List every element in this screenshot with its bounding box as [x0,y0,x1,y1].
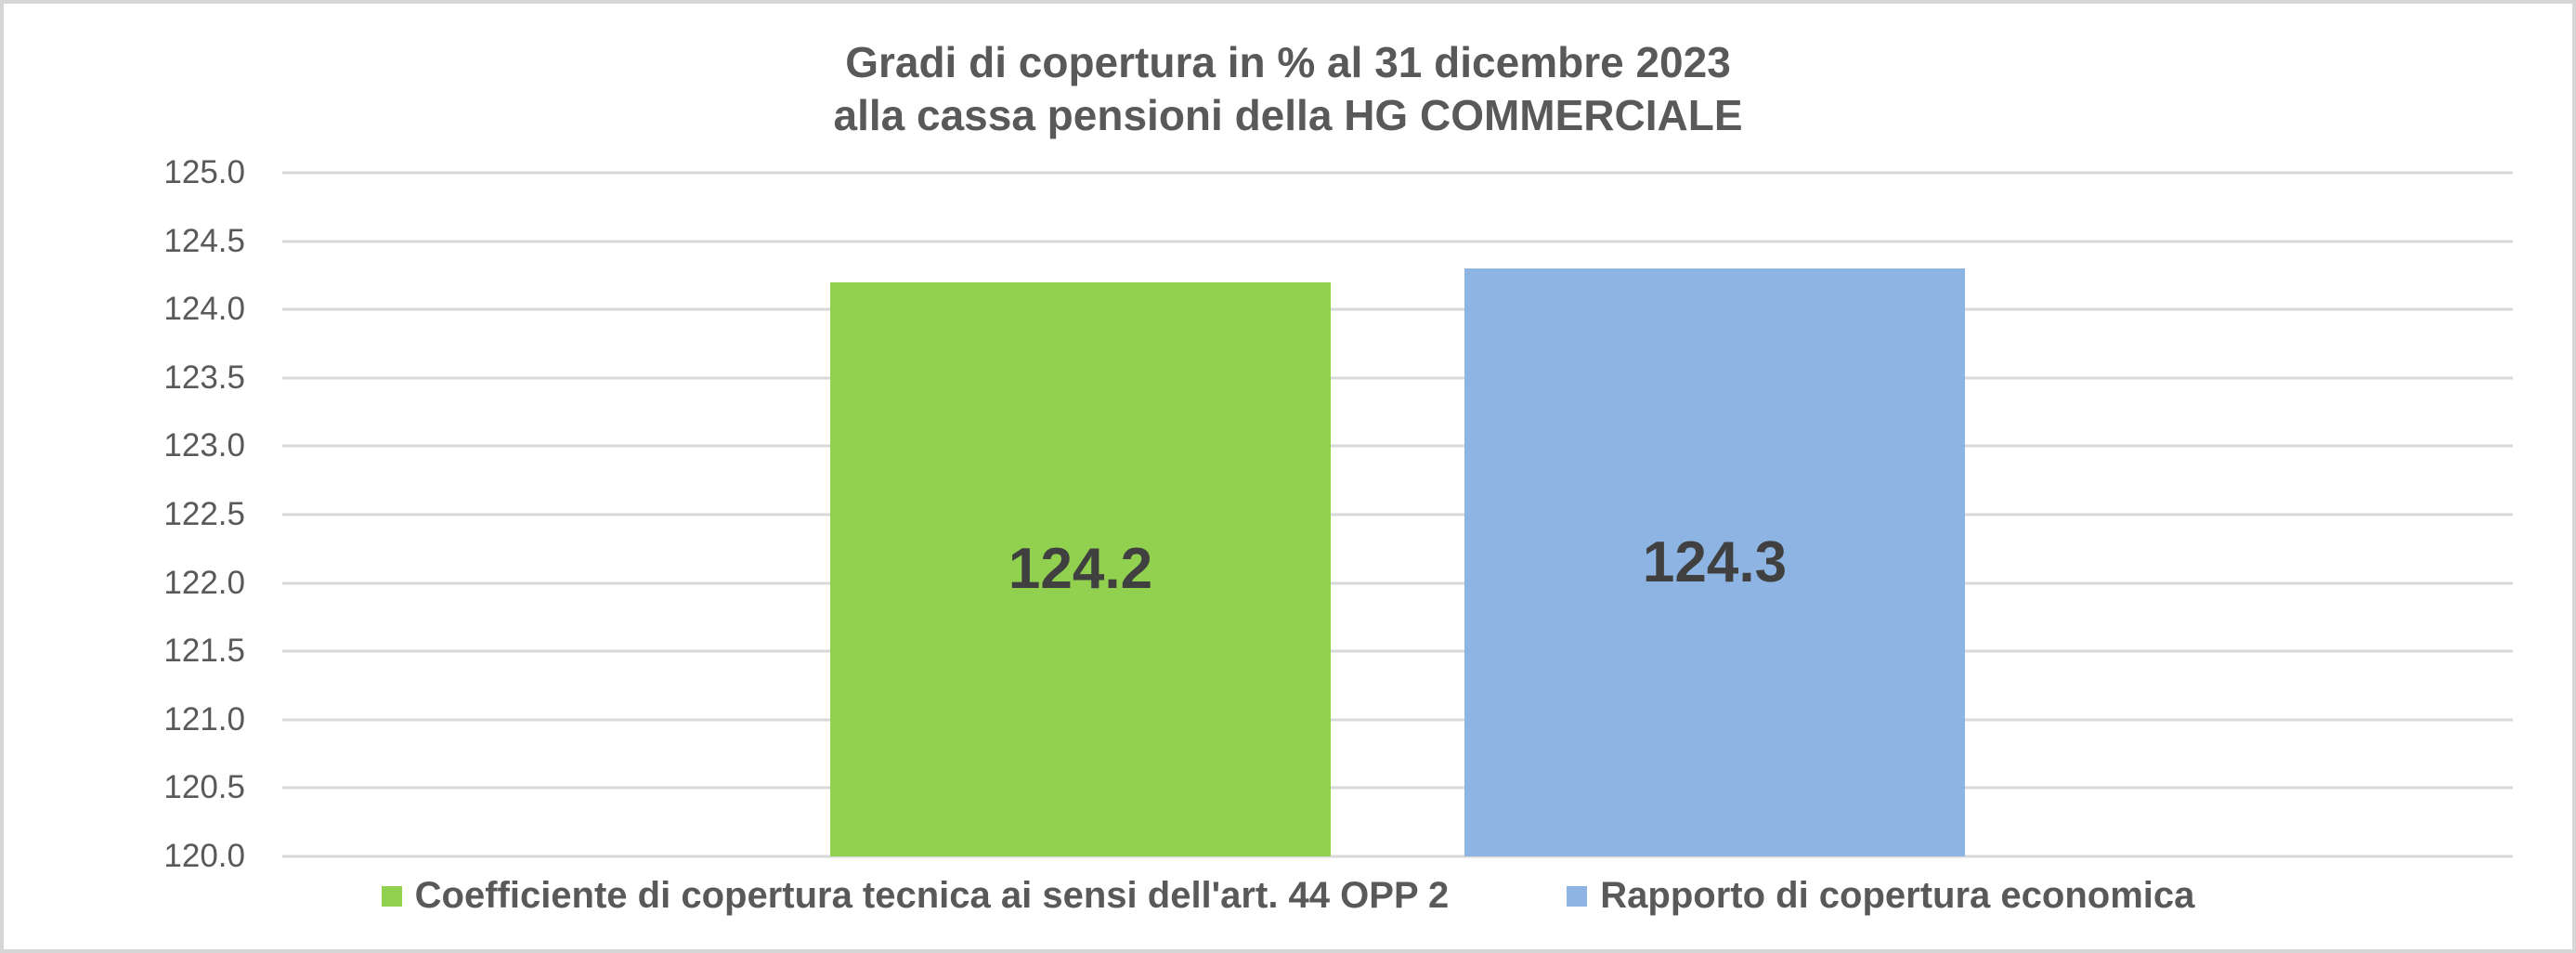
y-axis-label: 123.0 [163,427,245,464]
y-axis: 125.0 124.5 124.0 123.5 123.0 122.5 122.0 121.5… [4,154,245,874]
bar-value-label: 124.3 [1642,530,1788,595]
plot-area: 124.2 124.3 [282,171,2513,858]
gridline [282,376,2513,380]
y-axis-label: 122.5 [163,496,245,532]
gridline [282,786,2513,790]
gridline [282,307,2513,311]
legend-item-1: Rapporto di copertura economica [1567,875,2194,917]
y-axis-label: 120.0 [163,838,245,874]
gridline [282,171,2513,175]
y-axis-label: 123.5 [163,359,245,396]
legend: Coefficiente di copertura tecnica ai sen… [4,875,2572,917]
bar-value-label: 124.2 [1008,537,1153,602]
legend-label: Coefficiente di copertura tecnica ai sen… [414,875,1450,916]
gridline [282,513,2513,516]
y-axis-label: 121.5 [163,633,245,670]
bar-series-0: 124.2 [830,281,1331,856]
legend-label: Rapporto di copertura economica [1600,875,2195,916]
legend-swatch-icon [1567,885,1588,907]
gridline [282,649,2513,653]
gridline [282,855,2513,858]
y-axis-label: 125.0 [163,154,245,190]
y-axis-label: 121.0 [163,700,245,738]
y-axis-label: 122.0 [163,564,245,601]
gridline [282,240,2513,243]
bar-series-1: 124.3 [1464,268,1965,856]
y-axis-label: 120.5 [163,769,245,806]
y-axis-label: 124.0 [163,291,245,328]
gridline [282,581,2513,585]
chart-title: Gradi di copertura in % al 31 dicembre 2… [4,36,2572,142]
y-axis-label: 124.5 [163,222,245,259]
chart-title-line1: Gradi di copertura in % al 31 dicembre 2… [845,38,1731,86]
gridline [282,444,2513,448]
legend-swatch-icon [381,885,402,907]
gridline [282,718,2513,722]
legend-item-0: Coefficiente di copertura tecnica ai sen… [381,875,1450,917]
chart-title-line2: alla cassa pensioni della HG COMMERCIALE [833,91,1743,139]
